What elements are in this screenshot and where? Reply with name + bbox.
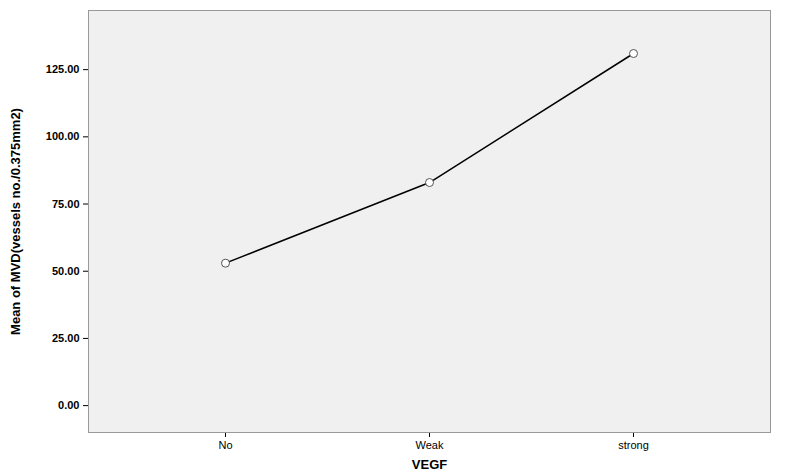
svg-text:50.00: 50.00: [52, 265, 80, 277]
svg-text:75.00: 75.00: [52, 198, 80, 210]
svg-text:No: No: [218, 439, 232, 451]
svg-text:25.00: 25.00: [52, 332, 80, 344]
svg-text:100.00: 100.00: [46, 130, 80, 142]
svg-text:Mean of MVD(vessels no./0.375m: Mean of MVD(vessels no./0.375mm2): [8, 108, 23, 335]
svg-text:strong: strong: [618, 439, 649, 451]
svg-text:Weak: Weak: [416, 439, 444, 451]
svg-text:0.00: 0.00: [58, 399, 79, 411]
svg-text:VEGF: VEGF: [412, 457, 447, 472]
svg-text:125.00: 125.00: [46, 63, 80, 75]
